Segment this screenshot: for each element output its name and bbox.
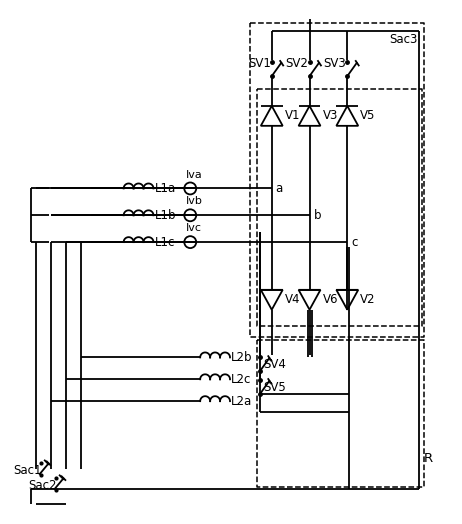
Text: V1: V1 [285,110,300,123]
Text: c: c [351,236,358,248]
Text: R: R [424,452,433,465]
Text: V4: V4 [285,293,300,306]
Text: Ivc: Ivc [186,223,202,233]
Text: Iva: Iva [186,170,203,180]
Text: SV3: SV3 [323,57,346,70]
Text: SV1: SV1 [248,57,271,70]
Text: SV2: SV2 [286,57,309,70]
Text: SV4: SV4 [263,358,286,371]
Text: V5: V5 [360,110,376,123]
Text: Sac1: Sac1 [13,464,42,477]
Text: Ivb: Ivb [186,196,203,206]
Text: L1b: L1b [154,209,176,222]
Text: V3: V3 [322,110,338,123]
Text: Sac2: Sac2 [28,479,57,492]
Text: a: a [276,182,283,195]
Text: V6: V6 [322,293,338,306]
Text: L2b: L2b [231,351,253,364]
Text: L2a: L2a [231,395,252,408]
Text: L2c: L2c [231,373,251,386]
Text: L1c: L1c [154,236,175,248]
Text: V2: V2 [360,293,376,306]
Text: b: b [314,209,321,222]
Text: SV5: SV5 [263,381,286,394]
Text: L1a: L1a [154,182,176,195]
Text: Sac3: Sac3 [389,33,418,46]
